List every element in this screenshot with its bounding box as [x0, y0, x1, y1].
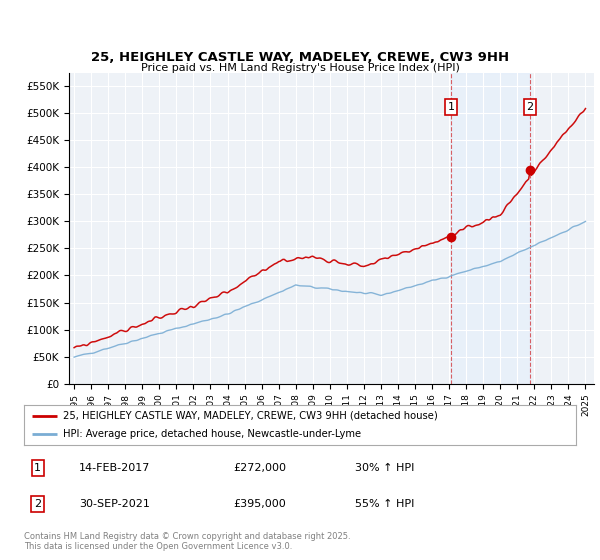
Text: 1: 1	[34, 463, 41, 473]
Text: 2: 2	[34, 499, 41, 509]
Text: 2: 2	[527, 102, 533, 112]
Text: £395,000: £395,000	[234, 499, 287, 509]
Text: HPI: Average price, detached house, Newcastle-under-Lyme: HPI: Average price, detached house, Newc…	[62, 430, 361, 439]
Text: 30% ↑ HPI: 30% ↑ HPI	[355, 463, 415, 473]
Bar	[451, 73, 530, 384]
Text: 25, HEIGHLEY CASTLE WAY, MADELEY, CREWE, CW3 9HH (detached house): 25, HEIGHLEY CASTLE WAY, MADELEY, CREWE,…	[62, 411, 437, 421]
Text: 1: 1	[448, 102, 455, 112]
Text: 55% ↑ HPI: 55% ↑ HPI	[355, 499, 415, 509]
Text: £272,000: £272,000	[234, 463, 287, 473]
Text: 30-SEP-2021: 30-SEP-2021	[79, 499, 150, 509]
Text: 14-FEB-2017: 14-FEB-2017	[79, 463, 151, 473]
Text: 25, HEIGHLEY CASTLE WAY, MADELEY, CREWE, CW3 9HH: 25, HEIGHLEY CASTLE WAY, MADELEY, CREWE,…	[91, 50, 509, 64]
Text: Contains HM Land Registry data © Crown copyright and database right 2025.
This d: Contains HM Land Registry data © Crown c…	[24, 532, 350, 551]
Text: Price paid vs. HM Land Registry's House Price Index (HPI): Price paid vs. HM Land Registry's House …	[140, 63, 460, 73]
